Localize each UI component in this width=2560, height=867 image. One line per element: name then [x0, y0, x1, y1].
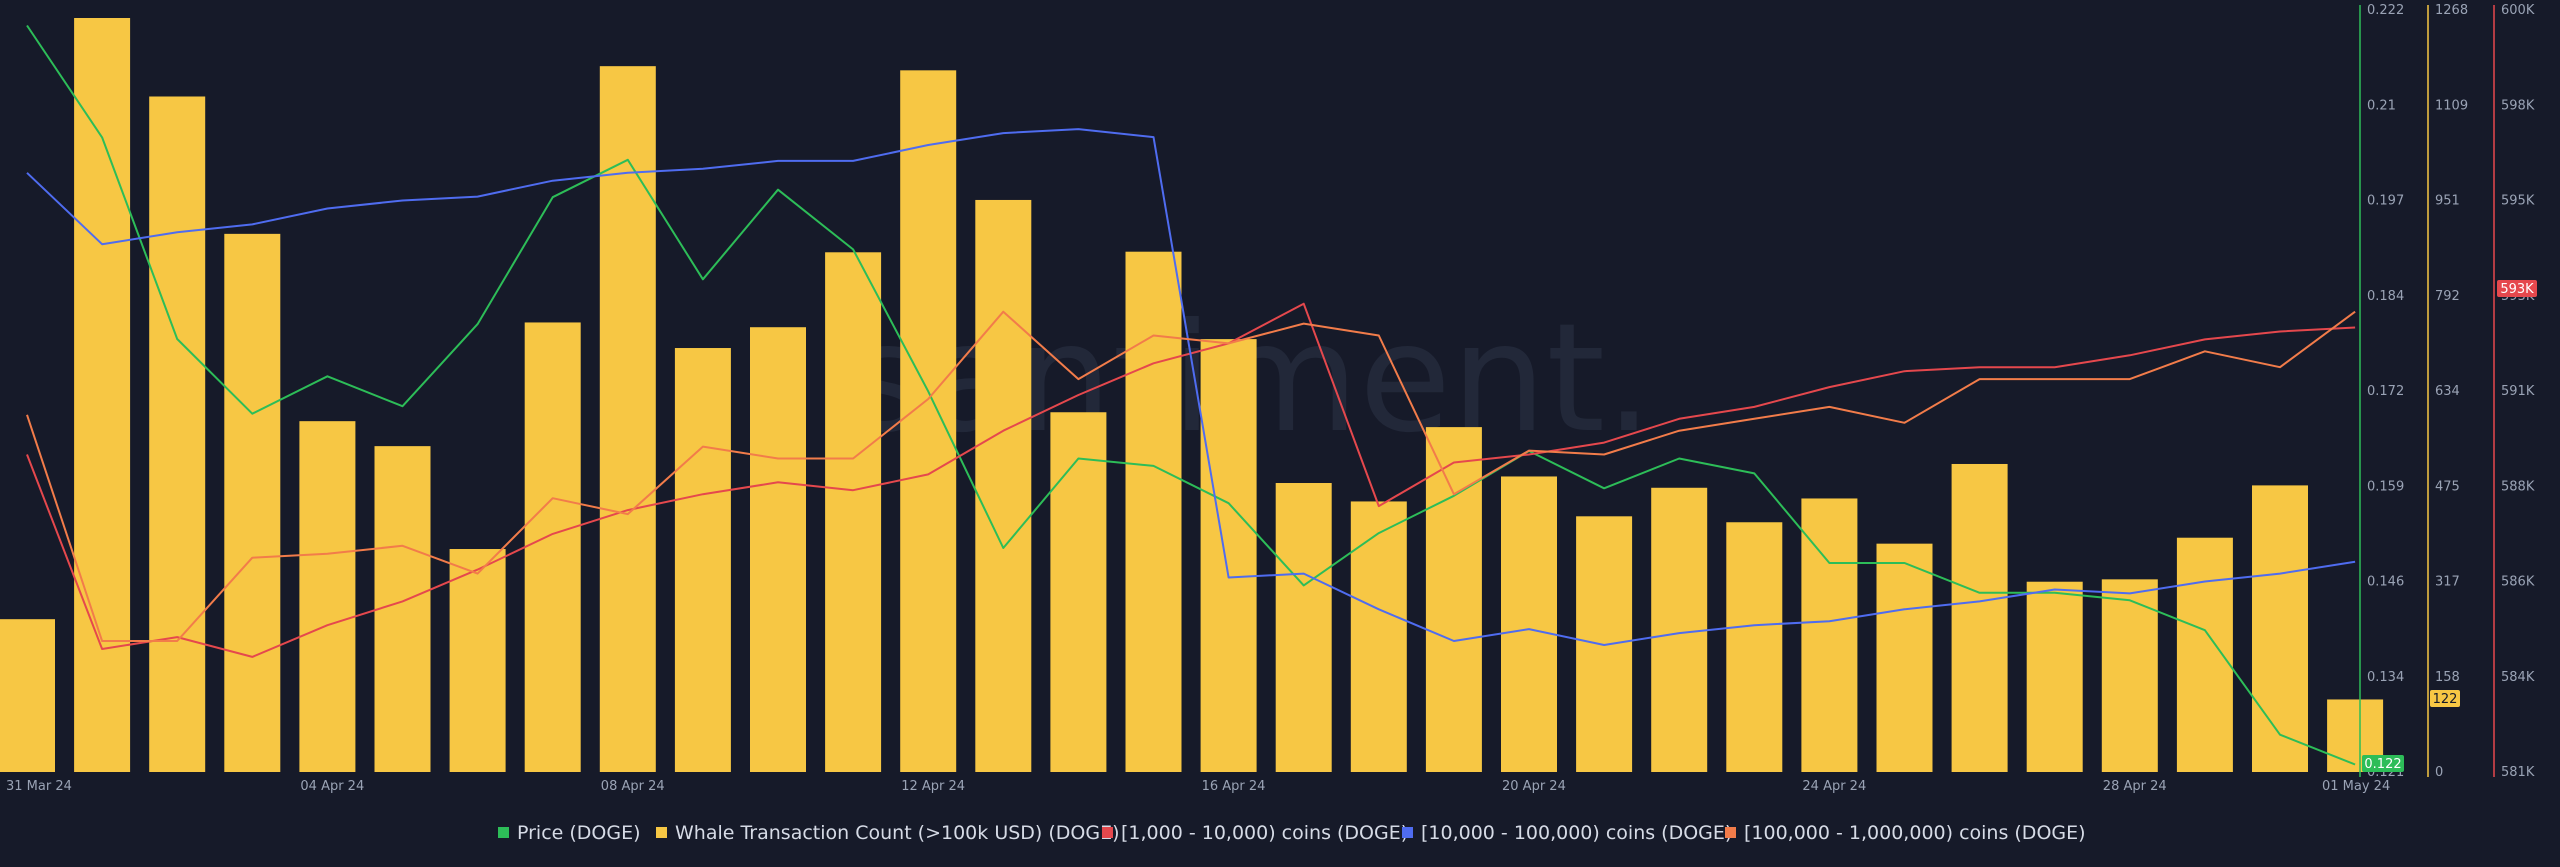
legend-swatch — [498, 827, 509, 838]
whale-tick-label: 1109 — [2435, 98, 2468, 113]
bar — [1951, 463, 2008, 772]
bar — [224, 233, 281, 772]
x-tick-label: 12 Apr 24 — [901, 779, 965, 794]
bar — [1125, 251, 1182, 772]
holders-tick-label: 591K — [2501, 384, 2535, 399]
holders-current-badge — [2497, 280, 2537, 297]
legend-swatch — [1102, 827, 1113, 838]
legend-label: Price (DOGE) — [517, 822, 641, 844]
x-tick-label: 28 Apr 24 — [2103, 779, 2167, 794]
series-line — [26, 128, 2356, 646]
bar — [299, 421, 356, 772]
whale-tick-label: 1268 — [2435, 3, 2468, 18]
price-tick-label: 0.172 — [2367, 384, 2404, 399]
series-lines — [26, 24, 2356, 766]
bar — [1501, 476, 1557, 772]
price-tick-label: 0.222 — [2367, 3, 2404, 18]
bar — [524, 322, 581, 772]
whale-tick-label: 951 — [2435, 194, 2460, 209]
holders-tick-label: 581K — [2501, 765, 2535, 780]
bar — [1876, 543, 1933, 772]
price-tick-label: 0.159 — [2367, 479, 2404, 494]
price-current-value: 0.122 — [2364, 757, 2401, 772]
legend-swatch — [1725, 827, 1736, 838]
bar — [1726, 522, 1783, 772]
bar — [1350, 501, 1407, 772]
x-tick-label: 16 Apr 24 — [1202, 779, 1266, 794]
x-tick-label: 31 Mar 24 — [6, 779, 72, 794]
series-line — [26, 24, 2356, 766]
holders-tick-label: 588K — [2501, 479, 2535, 494]
bar — [900, 70, 957, 773]
x-axis: 31 Mar 24 04 Apr 24 08 Apr 24 12 Apr 24 16 A… — [6, 779, 2390, 794]
bar — [1425, 427, 1482, 772]
y-axes: 0.222 0.21 0.197 0.184 0.172 0.159 0.146 0.134 0… — [2359, 3, 2537, 780]
holders-tick-label: 598K — [2501, 98, 2535, 113]
price-tick-label: 0.21 — [2367, 98, 2396, 113]
holders-current-value: 593K — [2500, 282, 2534, 297]
x-tick-label: 24 Apr 24 — [1802, 779, 1866, 794]
bar — [74, 18, 131, 772]
series-line — [26, 310, 2356, 642]
legend-swatch — [1402, 827, 1413, 838]
whale-current-value: 122 — [2433, 692, 2458, 707]
price-tick-label: 0.197 — [2367, 194, 2404, 209]
bar — [149, 96, 206, 772]
legend-label: [10,000 - 100,000) coins (DOGE) — [1421, 822, 1732, 844]
holders-tick-label: 595K — [2501, 194, 2535, 209]
bar — [750, 327, 806, 772]
legend-swatch — [656, 827, 667, 838]
whale-tick-label: 475 — [2435, 479, 2460, 494]
legend-label: [1,000 - 10,000) coins (DOGE) — [1121, 822, 1408, 844]
x-tick-label: 08 Apr 24 — [601, 779, 665, 794]
price-tick-label: 0.134 — [2367, 670, 2404, 685]
bar — [449, 549, 506, 772]
holders-tick-label: 584K — [2501, 670, 2535, 685]
bar — [1200, 339, 1257, 772]
legend: Price (DOGE) Whale Transaction Count (>10… — [498, 822, 2086, 844]
bar — [1275, 483, 1332, 772]
bar — [674, 348, 731, 772]
bar — [0, 619, 55, 772]
whale-tick-label: 0 — [2435, 765, 2443, 780]
bar — [2252, 485, 2308, 772]
price-current-badge — [2362, 755, 2404, 772]
bar — [599, 66, 656, 772]
x-tick-label: 04 Apr 24 — [300, 779, 364, 794]
holders-tick-label: 586K — [2501, 575, 2535, 590]
bar — [2176, 537, 2233, 772]
x-tick-label: 20 Apr 24 — [1502, 779, 1566, 794]
whale-current-badge — [2430, 690, 2460, 707]
whale-tick-label: 158 — [2435, 670, 2460, 685]
whale-tick-label: 792 — [2435, 289, 2460, 304]
bar — [1050, 412, 1107, 772]
legend-label: Whale Transaction Count (>100k USD) (DOG… — [675, 822, 1120, 844]
bar — [975, 199, 1032, 772]
price-tick-label: 0.146 — [2367, 575, 2404, 590]
x-tick-label: 01 May 24 — [2322, 779, 2390, 794]
bar — [825, 252, 882, 773]
whale-tick-label: 634 — [2435, 384, 2460, 399]
bar — [374, 446, 431, 772]
whale-tick-label: 317 — [2435, 575, 2460, 590]
bar — [1801, 498, 1858, 772]
price-tick-label: 0.184 — [2367, 289, 2404, 304]
legend-label: [100,000 - 1,000,000) coins (DOGE) — [1744, 822, 2086, 844]
bar — [1651, 487, 1708, 772]
holders-tick-label: 600K — [2501, 3, 2535, 18]
bar — [2101, 579, 2158, 772]
bar — [2026, 581, 2083, 772]
